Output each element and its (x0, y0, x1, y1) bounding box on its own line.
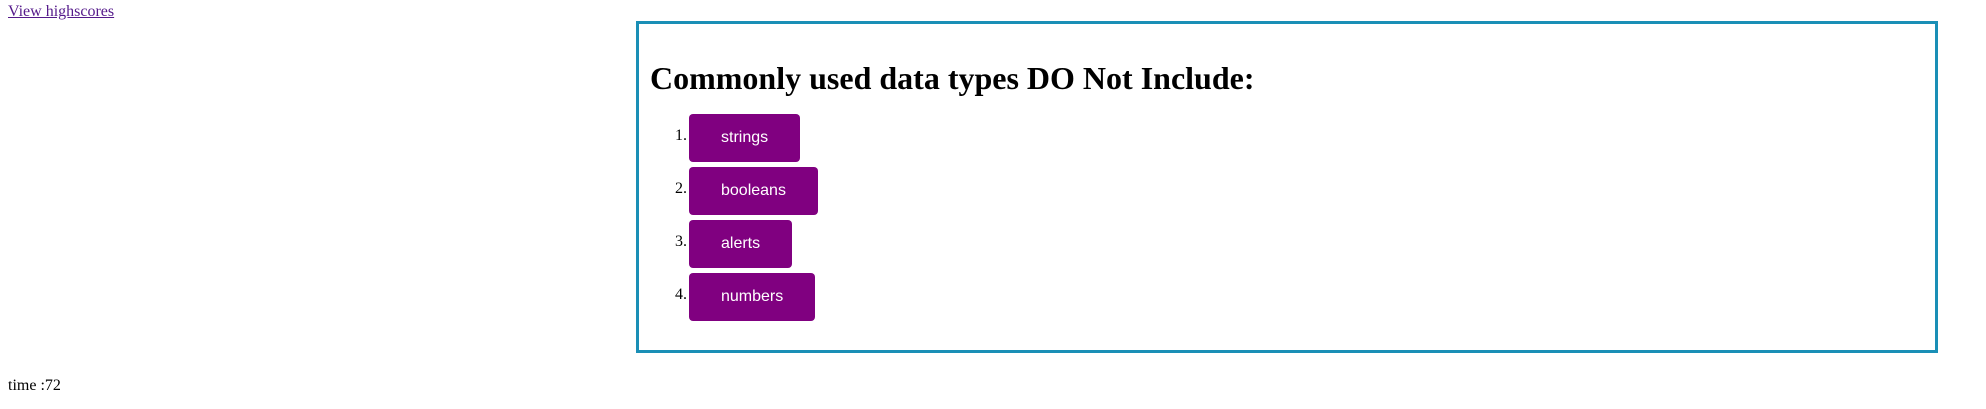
choice-number: 4. (675, 286, 687, 303)
choice-button-alerts[interactable]: alerts (689, 220, 793, 268)
timer-text: time :72 (8, 377, 61, 394)
choice-number: 3. (675, 233, 687, 250)
quiz-container: Commonly used data types DO Not Include:… (636, 21, 1938, 353)
choice-button-strings[interactable]: strings (689, 114, 801, 162)
view-highscores-link[interactable]: View highscores (8, 3, 115, 20)
choice-number: 2. (675, 180, 687, 197)
choice-button-numbers[interactable]: numbers (689, 273, 816, 321)
choice-number: 1. (675, 127, 687, 144)
question-title: Commonly used data types DO Not Include: (650, 60, 1255, 96)
choice-button-booleans[interactable]: booleans (689, 167, 818, 215)
